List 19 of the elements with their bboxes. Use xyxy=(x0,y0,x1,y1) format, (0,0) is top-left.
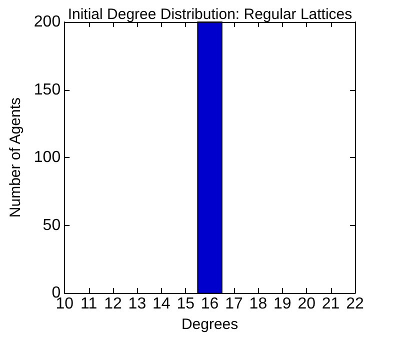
y-tick-label: 150 xyxy=(34,81,61,98)
x-tick-label: 17 xyxy=(225,296,243,313)
chart-title: Initial Degree Distribution: Regular Lattices xyxy=(68,6,352,23)
x-axis-title: Degrees xyxy=(181,316,238,333)
x-tick-label: 15 xyxy=(176,296,195,313)
x-tick-label: 22 xyxy=(346,296,364,313)
y-tick-label: 50 xyxy=(42,216,61,234)
y-tick-label: 200 xyxy=(34,14,61,30)
x-tick-label: 12 xyxy=(104,296,122,313)
x-tick-label: 11 xyxy=(80,296,98,313)
y-axis-title: Number of Agents xyxy=(7,98,24,218)
x-tick-label: 18 xyxy=(249,296,268,313)
x-tick-label: 20 xyxy=(298,296,316,313)
x-tick-label: 14 xyxy=(152,296,170,313)
x-tick-label: 19 xyxy=(274,296,292,313)
x-tick-label: 21 xyxy=(322,296,340,313)
x-tick-label: 13 xyxy=(128,296,146,313)
y-tick-label: 100 xyxy=(34,149,61,166)
x-tick-label: 16 xyxy=(200,296,219,313)
